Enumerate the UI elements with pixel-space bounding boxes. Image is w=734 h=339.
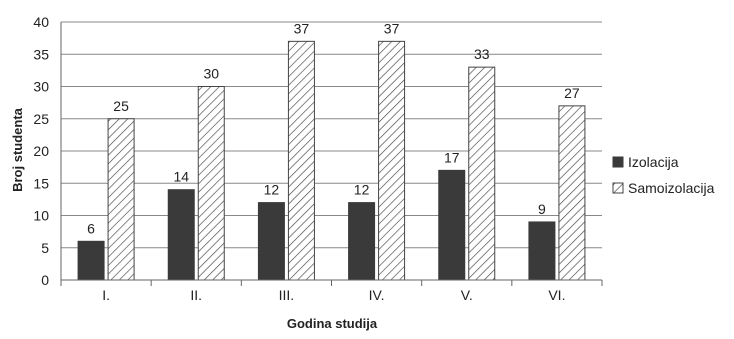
bar-samoizolacija <box>558 105 586 281</box>
data-label: 30 <box>203 66 219 82</box>
data-label: 27 <box>564 85 580 101</box>
data-label: 12 <box>264 182 280 198</box>
bar-samoizolacija <box>107 118 135 281</box>
legend-swatch <box>612 182 624 194</box>
bar-izolacija <box>348 202 376 281</box>
bar-samoizolacija <box>287 40 315 281</box>
y-tick-label: 40 <box>33 14 49 30</box>
axes: 0 5 10 15 20 25 30 35 40 I. II. III. IV. V. VI. <box>33 14 603 303</box>
data-label: 14 <box>173 169 189 185</box>
data-label: 37 <box>384 20 400 36</box>
bar-izolacija <box>438 169 466 281</box>
data-labels: 6 25 14 30 12 37 12 37 17 33 9 27 <box>87 20 580 236</box>
x-tick-label: I. <box>102 287 110 303</box>
x-axis-label: Godina studija <box>287 316 378 331</box>
x-tick-label: IV. <box>369 287 385 303</box>
legend-label: Izolacija <box>628 154 679 170</box>
data-label: 37 <box>294 20 310 36</box>
y-tick-label: 30 <box>33 79 49 95</box>
y-tick-label: 35 <box>33 46 49 62</box>
legend-swatch <box>612 156 624 168</box>
legend: Izolacija Samoizolacija <box>612 154 715 196</box>
data-label: 6 <box>87 220 95 236</box>
x-tick-label: V. <box>461 287 473 303</box>
bar-izolacija <box>528 221 556 281</box>
y-tick-label: 20 <box>33 143 49 159</box>
bar-samoizolacija <box>197 86 225 281</box>
bar-izolacija <box>257 202 285 281</box>
y-tick-label: 0 <box>41 272 49 288</box>
bar-izolacija <box>167 189 195 281</box>
y-tick-label: 5 <box>41 240 49 256</box>
data-label: 9 <box>538 201 546 217</box>
grid-lines <box>61 21 602 281</box>
bar-izolacija <box>77 240 105 281</box>
bar-samoizolacija <box>468 66 496 281</box>
bar-samoizolacija <box>378 40 406 281</box>
data-label: 25 <box>113 98 129 114</box>
bars <box>77 40 586 281</box>
y-tick-label: 25 <box>33 111 49 127</box>
y-tick-label: 15 <box>33 175 49 191</box>
y-axis-label: Broj studenta <box>10 107 25 192</box>
data-label: 12 <box>354 182 370 198</box>
legend-label: Samoizolacija <box>628 180 715 196</box>
y-tick-label: 10 <box>33 208 49 224</box>
data-label: 33 <box>474 46 490 62</box>
x-tick-label: II. <box>190 287 202 303</box>
data-label: 17 <box>444 149 460 165</box>
x-tick-label: VI. <box>548 287 565 303</box>
x-tick-label: III. <box>279 287 295 303</box>
